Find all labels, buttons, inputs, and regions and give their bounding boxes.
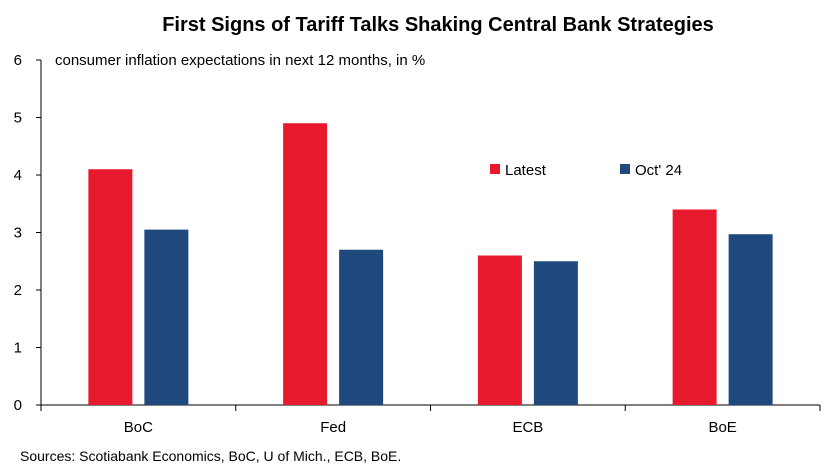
legend-label-latest: Latest: [505, 162, 547, 179]
y-tick-label: 5: [14, 110, 22, 127]
bar-oct24-boe: [728, 234, 773, 405]
bar-latest-boc: [88, 169, 133, 405]
y-tick-label: 6: [14, 52, 22, 69]
bar-latest-ecb: [477, 255, 522, 405]
x-tick-label: Fed: [320, 419, 346, 436]
x-tick-label: BoE: [708, 419, 736, 436]
x-tick-label: ECB: [512, 419, 543, 436]
y-tick-label: 3: [14, 225, 22, 242]
bar-oct24-boc: [144, 229, 189, 405]
x-tick-label: BoC: [124, 419, 153, 436]
legend: Latest Oct' 24: [490, 162, 682, 179]
y-tick-label: 4: [14, 167, 22, 184]
bar-latest-boe: [672, 209, 717, 405]
bars: [88, 123, 773, 405]
chart-title: First Signs of Tariff Talks Shaking Cent…: [162, 14, 714, 36]
legend-swatch-oct24: [620, 164, 630, 174]
y-axis-label: consumer inflation expectations in next …: [55, 52, 425, 69]
source-note: Sources: Scotiabank Economics, BoC, U of…: [20, 448, 401, 464]
legend-swatch-latest: [490, 164, 500, 174]
bar-latest-fed: [283, 123, 328, 405]
y-tick-label: 2: [14, 282, 22, 299]
y-tick-label: 0: [14, 397, 22, 414]
bar-oct24-fed: [339, 249, 384, 405]
y-tick-label: 1: [14, 340, 22, 357]
legend-label-oct24: Oct' 24: [635, 162, 682, 179]
bar-oct24-ecb: [533, 261, 578, 405]
